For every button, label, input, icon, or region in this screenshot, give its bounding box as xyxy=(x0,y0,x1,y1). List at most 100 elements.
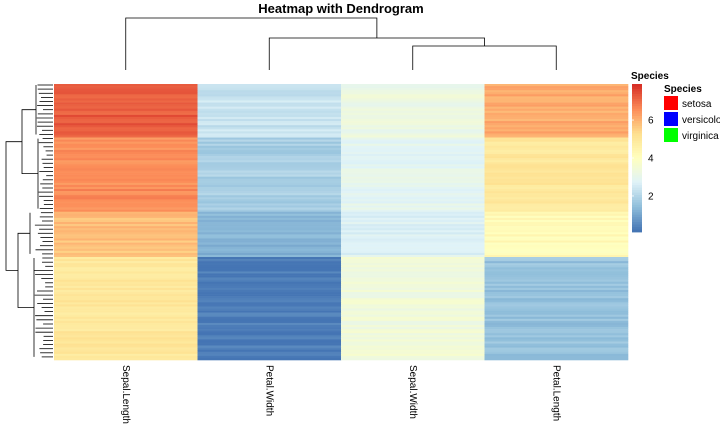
heatmap-cell xyxy=(54,281,198,285)
heatmap-cell xyxy=(54,312,198,315)
heatmap-cell xyxy=(197,271,342,274)
heatmap-cell xyxy=(54,164,198,167)
heatmap-cell xyxy=(54,123,198,126)
heatmap-cell xyxy=(484,230,629,233)
heatmap-cell xyxy=(341,314,485,318)
heatmap-cell xyxy=(54,110,198,114)
heatmap-cell xyxy=(484,199,629,202)
heatmap-cell xyxy=(197,294,342,297)
heatmap-cell xyxy=(341,141,485,145)
color-scale-segment xyxy=(632,167,642,171)
heatmap-cell xyxy=(484,172,629,175)
heatmap-cell xyxy=(197,100,342,103)
heatmap-cell xyxy=(54,252,198,256)
heatmap-cell xyxy=(197,300,342,303)
color-scale-segment xyxy=(632,128,642,132)
heatmap-cell xyxy=(197,189,342,192)
heatmap-cell xyxy=(197,166,342,169)
heatmap-cell xyxy=(54,84,198,87)
color-scale-title: Species xyxy=(631,71,669,82)
heatmap-cell xyxy=(197,131,342,134)
heatmap-cell xyxy=(54,339,198,342)
column-label: Petal.Length xyxy=(551,365,562,421)
heatmap-cell xyxy=(341,271,485,274)
heatmap-cell xyxy=(197,269,342,272)
heatmap-cell xyxy=(197,228,342,231)
heatmap-cell xyxy=(197,156,342,159)
heatmap-cell xyxy=(54,244,198,248)
heatmap-cell xyxy=(484,335,629,338)
heatmap-cell xyxy=(341,316,485,320)
heatmap-cell xyxy=(197,201,342,204)
heatmap-cell xyxy=(484,168,629,171)
heatmap-cell xyxy=(484,135,629,138)
heatmap-cell xyxy=(484,261,629,264)
heatmap-cell xyxy=(341,191,485,194)
heatmap-cell xyxy=(341,248,485,252)
heatmap-cell xyxy=(484,234,629,237)
color-scale-segment xyxy=(632,209,642,213)
chart-title: Heatmap with Dendrogram xyxy=(258,1,423,16)
heatmap-cell xyxy=(197,327,342,330)
dendrogram-branch xyxy=(17,232,34,308)
heatmap-cell xyxy=(54,298,198,301)
heatmap-cell xyxy=(484,353,629,357)
heatmap-cell xyxy=(341,261,485,264)
heatmap-cell xyxy=(484,250,629,254)
heatmap-cell xyxy=(54,236,198,239)
heatmap-cell xyxy=(484,339,629,342)
heatmap-cell xyxy=(341,186,485,190)
heatmap-cell xyxy=(341,119,485,122)
heatmap-cell xyxy=(484,287,629,291)
heatmap-cell xyxy=(484,267,629,270)
heatmap-cell xyxy=(484,232,629,235)
heatmap-cell xyxy=(341,203,485,206)
heatmap-cell xyxy=(341,127,485,130)
color-scale-segment xyxy=(632,135,642,139)
heatmap-cell xyxy=(54,191,198,194)
heatmap-cell xyxy=(484,180,629,184)
heatmap-cell xyxy=(54,324,198,328)
heatmap-cell xyxy=(341,219,485,223)
heatmap-cell xyxy=(341,123,485,126)
heatmap-cell xyxy=(484,197,629,200)
heatmap-cell xyxy=(54,100,198,103)
heatmap-cell xyxy=(341,275,485,278)
heatmap-cell xyxy=(54,327,198,330)
heatmap-cell xyxy=(484,145,629,149)
heatmap-cell xyxy=(341,324,485,328)
color-scale-segment xyxy=(632,187,642,191)
heatmap-cell xyxy=(54,211,198,215)
heatmap-cell xyxy=(54,296,198,299)
heatmap-cell xyxy=(54,94,198,97)
heatmap-cell xyxy=(54,294,198,297)
heatmap-cell xyxy=(54,318,198,322)
heatmap-cell xyxy=(54,240,198,243)
heatmap-cell xyxy=(341,259,485,262)
heatmap-cell xyxy=(484,170,629,173)
heatmap-cell xyxy=(197,252,342,256)
heatmap-cell xyxy=(341,205,485,208)
heatmap-cell xyxy=(54,304,198,307)
heatmap-cell xyxy=(197,333,342,336)
heatmap-cell xyxy=(54,121,198,124)
heatmap-cell xyxy=(197,292,342,295)
heatmap-cell xyxy=(341,273,485,276)
heatmap-cell xyxy=(54,125,198,128)
heatmap-cell xyxy=(341,289,485,293)
heatmap-cell xyxy=(484,182,629,186)
heatmap-cell xyxy=(197,250,342,254)
heatmap-cell xyxy=(54,154,198,157)
heatmap-cell xyxy=(484,154,629,157)
color-scale-segment xyxy=(632,91,642,95)
color-scale-legend: Species 2 4 6 xyxy=(631,71,669,233)
heatmap-cell xyxy=(54,335,198,338)
heatmap-cell xyxy=(197,141,342,145)
heatmap-cell xyxy=(197,133,342,136)
heatmap-cell xyxy=(54,217,198,221)
color-scale-segment xyxy=(632,190,642,193)
color-scale-segment xyxy=(632,106,642,110)
heatmap-cell xyxy=(197,84,342,87)
heatmap-cell xyxy=(341,209,485,212)
